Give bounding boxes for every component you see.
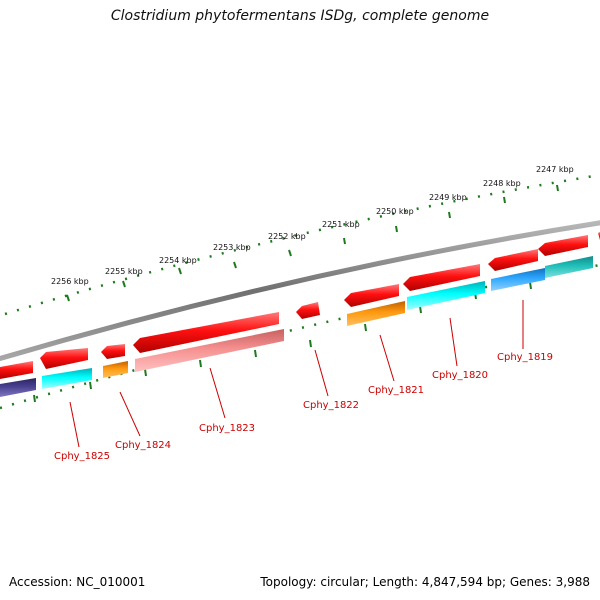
gene-label-leaders (69, 300, 524, 448)
major-tick (33, 394, 36, 403)
scale-label: 2253 kbp (213, 243, 251, 252)
leader-line (69, 401, 80, 448)
gene-label[interactable]: Cphy_1823 (199, 423, 255, 434)
scale-label: 2248 kbp (483, 179, 521, 188)
gene-label[interactable]: Cphy_1825 (54, 451, 110, 462)
cog-track (0, 256, 593, 397)
genome-summary-text: Topology: circular; Length: 4,847,594 bp… (260, 575, 590, 589)
major-tick (144, 368, 147, 377)
leader-line (209, 367, 226, 419)
scale-label: 2247 kbp (536, 165, 574, 174)
gene-label[interactable]: Cphy_1821 (368, 385, 424, 396)
major-tick (288, 249, 292, 257)
cds-feature[interactable] (344, 284, 399, 307)
cds-feature[interactable] (40, 348, 88, 369)
cog-feature[interactable] (545, 256, 593, 278)
cds-feature[interactable] (133, 312, 279, 353)
gene-label[interactable]: Cphy_1820 (432, 370, 488, 381)
scale-label: 2252 kbp (268, 232, 306, 241)
outer-scale-major-ticks (66, 184, 559, 302)
cds-track (0, 232, 600, 379)
cog-feature[interactable] (103, 361, 128, 378)
major-tick (66, 294, 70, 302)
major-tick (419, 305, 422, 314)
major-tick (343, 237, 346, 245)
cds-feature[interactable] (488, 249, 538, 271)
major-tick (199, 359, 202, 368)
scale-label: 2255 kbp (105, 267, 143, 276)
cog-feature[interactable] (407, 281, 485, 310)
gene-label[interactable]: Cphy_1824 (115, 440, 171, 451)
major-tick (448, 211, 451, 219)
leader-line (314, 349, 329, 397)
leader-line (449, 317, 458, 367)
inner-scale-major-ticks (33, 281, 532, 403)
major-tick (395, 225, 398, 233)
accession-text: Accession: NC_010001 (9, 575, 146, 589)
cds-feature[interactable] (538, 235, 588, 256)
outer-scale-dots (4, 173, 600, 316)
cds-feature[interactable] (403, 264, 480, 291)
cog-feature[interactable] (491, 268, 545, 291)
major-tick (503, 196, 506, 204)
cds-feature[interactable] (296, 302, 320, 319)
major-tick (309, 339, 312, 348)
gene-label[interactable]: Cphy_1822 (303, 400, 359, 411)
genome-backbone (0, 220, 600, 362)
cog-feature[interactable] (0, 378, 36, 397)
cog-feature[interactable] (42, 368, 92, 389)
major-tick (89, 381, 92, 390)
leader-line (119, 391, 141, 437)
major-tick (364, 323, 367, 332)
cds-feature[interactable] (101, 344, 125, 359)
scale-label: 2250 kbp (376, 207, 414, 216)
major-tick (122, 280, 126, 288)
scale-label: 2251 kbp (322, 220, 360, 229)
cog-feature[interactable] (135, 329, 284, 372)
major-tick (233, 261, 237, 269)
major-tick (178, 267, 182, 275)
cog-feature[interactable] (347, 301, 405, 326)
gene-label[interactable]: Cphy_1819 (497, 352, 553, 363)
major-tick (529, 281, 532, 290)
major-tick (254, 349, 257, 358)
scale-label: 2254 kbp (159, 256, 197, 265)
scale-label: 2256 kbp (51, 277, 89, 286)
major-tick (556, 184, 559, 192)
leader-line (379, 334, 395, 382)
scale-label: 2249 kbp (429, 193, 467, 202)
genome-title: Clostridium phytofermentans ISDg, comple… (110, 8, 490, 24)
cds-feature[interactable] (0, 361, 33, 379)
